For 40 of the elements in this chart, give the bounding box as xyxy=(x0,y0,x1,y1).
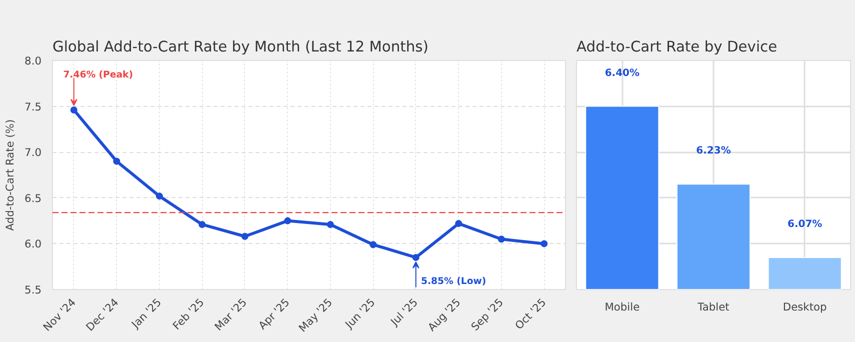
point xyxy=(113,158,120,165)
data-label: 6.40% xyxy=(604,68,640,79)
x-tick-label: Jun '25 xyxy=(342,296,378,332)
annotation: 7.46% (Peak) xyxy=(63,70,133,81)
y-tick-label: 7.5 xyxy=(24,100,42,114)
y-axis-title: Add-to-Cart Rate (%) xyxy=(4,119,17,231)
x-tick-label: Nov '24 xyxy=(40,296,79,334)
point xyxy=(70,106,78,114)
x-tick-label: Mar '25 xyxy=(212,296,250,334)
x-tick-label: Apr '25 xyxy=(256,296,292,332)
point xyxy=(241,232,248,240)
point xyxy=(455,220,462,228)
x-tick-label: Mobile xyxy=(604,300,640,314)
x-tick-label: Jul '25 xyxy=(387,296,420,329)
point xyxy=(498,236,505,243)
y-tick-label: 6.0 xyxy=(24,238,42,251)
x-tick-label: Dec '24 xyxy=(83,296,122,334)
chart-title: Global Add-to-Cart Rate by Month (Last 12 Months) xyxy=(52,38,428,56)
y-tick-label: 8.0 xyxy=(24,54,42,68)
point xyxy=(156,192,163,200)
x-tick-label: Jan '25 xyxy=(128,296,164,332)
point xyxy=(540,240,548,248)
point xyxy=(284,217,292,224)
y-tick-label: 5.5 xyxy=(24,284,42,296)
point xyxy=(198,220,206,228)
point xyxy=(412,254,420,261)
y-tick-label: 7.0 xyxy=(24,146,42,160)
x-tick-label: Tablet xyxy=(696,300,730,314)
chart-title: Add-to-Cart Rate by Device xyxy=(576,38,778,56)
x-tick-label: Oct '25 xyxy=(512,296,549,332)
x-tick-label: Desktop xyxy=(782,300,828,314)
y-tick-label: 6.5 xyxy=(24,192,42,205)
point xyxy=(326,220,334,228)
x-tick-label: Sep '25 xyxy=(468,296,506,334)
data-label: 6.23% xyxy=(696,146,731,157)
x-tick-label: Aug '25 xyxy=(425,296,464,334)
x-tick-label: Feb '25 xyxy=(170,296,207,332)
data-label: 6.07% xyxy=(787,218,822,230)
point xyxy=(370,241,377,248)
annotation: 5.85% (Low) xyxy=(421,276,486,288)
